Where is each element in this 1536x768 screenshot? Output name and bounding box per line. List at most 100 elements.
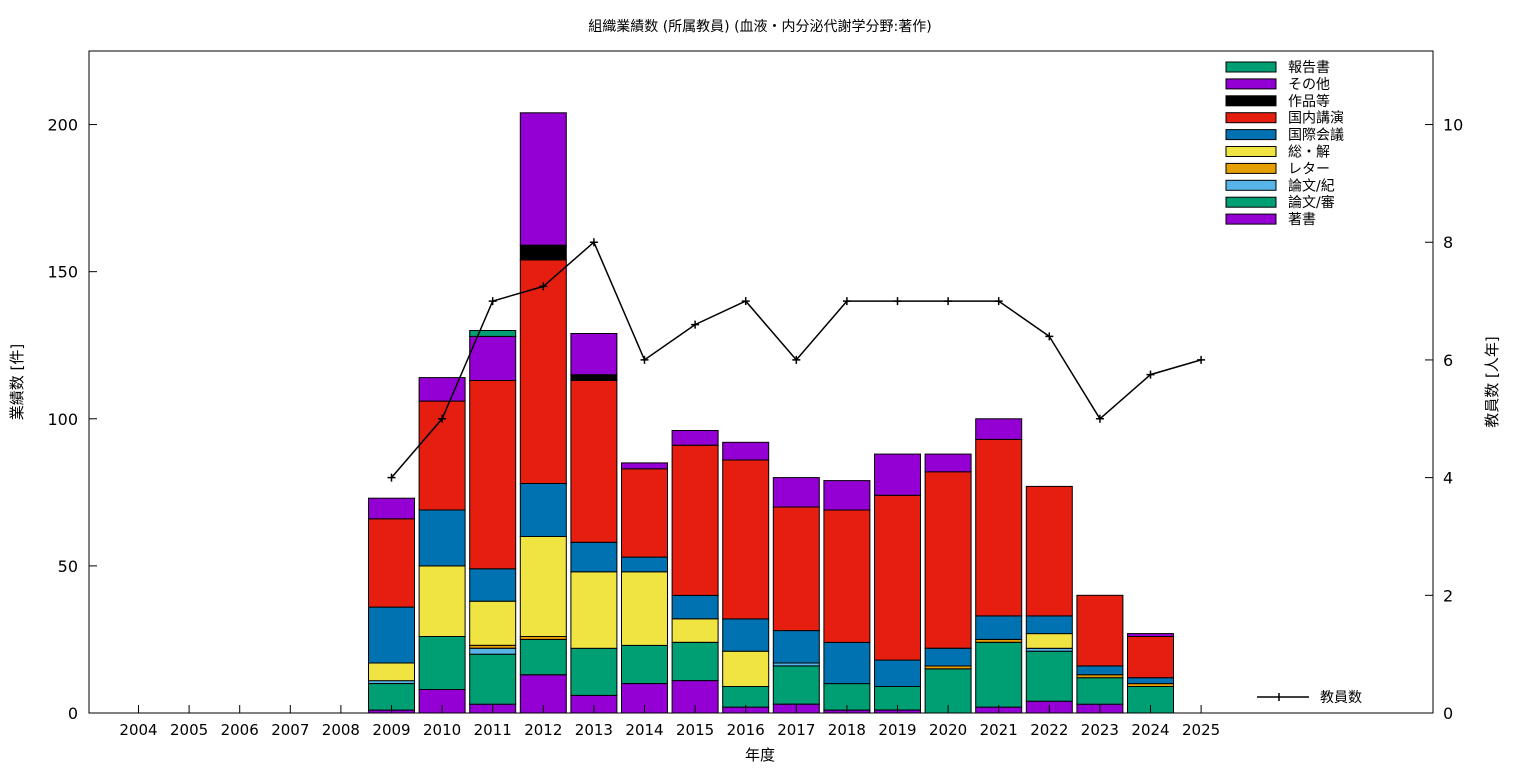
y2-tick-label-2: 4 (1443, 469, 1453, 488)
line-point-2022 (1045, 332, 1054, 341)
bar-2012-series-6 (519, 259, 567, 484)
chart-title: 組織業績数 (所属教員) (血液・内分泌代謝学分野:著作) (588, 19, 931, 35)
bar-2022-series-6 (1025, 485, 1073, 617)
y-tick-label-4: 200 (47, 116, 78, 135)
legend-label-0: 報告書 (1288, 60, 1330, 76)
bar-2015-series-8 (671, 430, 719, 446)
bar-2013-series-8 (570, 333, 618, 376)
y2-tick-label-4: 8 (1443, 233, 1453, 252)
x-tick-label-2008: 2008 (322, 721, 360, 739)
bar-2012-series-5 (519, 483, 567, 537)
bar-2009-series-4 (368, 662, 415, 682)
bar-2015-series-6 (671, 444, 719, 596)
x-tick-label-2018: 2018 (828, 721, 866, 739)
bar-2020-series-6 (924, 471, 972, 649)
legend-swatch-5 (1225, 146, 1277, 157)
bar-2013-series-7 (570, 374, 618, 382)
line-point-2012 (539, 282, 548, 291)
bar-2015-series-1 (671, 641, 719, 682)
bar-2011-series-1 (469, 653, 517, 705)
line-point-2014 (640, 355, 649, 364)
legend-swatch-8 (1225, 196, 1277, 208)
bar-2013-series-6 (570, 380, 618, 543)
line-point-2015 (691, 320, 700, 329)
legend-label-9: 著書 (1288, 212, 1316, 228)
bar-2022-series-1 (1025, 650, 1073, 702)
bar-2024-series-5 (1127, 677, 1174, 685)
x-tick-label-2019: 2019 (878, 721, 916, 739)
x-tick-label-2006: 2006 (221, 721, 259, 739)
bar-2011-series-4 (469, 600, 517, 646)
bar-2014-series-8 (621, 462, 668, 470)
line-point-2016 (741, 297, 750, 306)
line-point-2011 (488, 297, 497, 306)
x-tick-label-2014: 2014 (625, 721, 663, 739)
x-tick-label-2016: 2016 (727, 721, 765, 739)
bar-2013-series-5 (570, 541, 618, 573)
bar-2016-series-5 (722, 618, 770, 652)
bar-2013-series-1 (570, 647, 618, 696)
line-point-2023 (1095, 414, 1104, 423)
legend-label-7: 論文/紀 (1288, 178, 1335, 194)
bar-2023-series-1 (1076, 677, 1124, 705)
y-tick-label-1: 50 (58, 557, 78, 576)
y-tick-label-0: 0 (68, 704, 78, 723)
x-tick-label-2005: 2005 (170, 721, 208, 739)
line-point-2025 (1197, 355, 1206, 364)
legend-swatch-4 (1225, 129, 1277, 141)
legend-label-line: 教員数 (1320, 690, 1362, 706)
bar-2018-series-8 (823, 480, 871, 511)
bar-2022-series-4 (1025, 633, 1073, 649)
bar-2012-series-7 (519, 244, 567, 261)
bar-2016-series-4 (722, 650, 770, 688)
bar-2019-series-8 (874, 453, 921, 496)
bar-2012-series-1 (519, 638, 567, 676)
bar-2014-series-5 (621, 556, 668, 573)
bar-2011-series-5 (469, 568, 517, 602)
bar-2014-series-1 (621, 644, 668, 684)
line-point-2010 (438, 414, 447, 423)
x-tick-label-2015: 2015 (676, 721, 714, 739)
bar-2010-series-4 (418, 565, 466, 638)
x-tick-label-2017: 2017 (777, 721, 815, 739)
bar-2021-series-1 (975, 641, 1023, 708)
line-point-2024 (1146, 370, 1155, 379)
line-point-2013 (589, 238, 598, 247)
legend-label-1: その他 (1288, 77, 1330, 93)
x-tick-label-2021: 2021 (980, 721, 1018, 739)
y2-tick-label-1: 2 (1443, 586, 1453, 605)
bar-2012-series-8 (519, 112, 567, 246)
bar-2009-series-6 (368, 518, 415, 608)
x-tick-label-2012: 2012 (524, 721, 562, 739)
line-series (387, 238, 1206, 482)
line-point-2018 (842, 297, 851, 306)
legend-swatch-2 (1225, 95, 1277, 107)
bar-2023-series-6 (1076, 594, 1124, 667)
bar-2020-series-5 (924, 647, 972, 667)
bar-2014-series-6 (621, 468, 668, 558)
bar-2011-series-9 (469, 330, 517, 337)
x-tick-label-2011: 2011 (474, 721, 512, 739)
bar-2010-series-1 (418, 636, 466, 690)
y2-axis-label: 教員数 [人年] (1483, 336, 1501, 427)
legend-label-4: 国際会議 (1288, 127, 1344, 144)
y-tick-label-2: 100 (47, 410, 78, 429)
bar-2018-series-5 (823, 641, 871, 685)
x-tick-label-2007: 2007 (271, 721, 309, 739)
bar-2021-series-8 (975, 418, 1023, 440)
legend-swatch-6 (1225, 162, 1277, 174)
bar-2024-series-8 (1127, 633, 1174, 637)
line-point-2021 (994, 297, 1003, 306)
bar-2016-series-1 (722, 686, 770, 708)
line-point-2009 (387, 473, 396, 482)
bar-2021-series-5 (975, 615, 1023, 640)
axes: 0 50 100 150 200 0 2 4 6 8 10 2004 2005 2006 2007 2008 2… (47, 116, 1463, 739)
x-tick-label-2025: 2025 (1182, 721, 1220, 739)
bar-2023-series-3 (1076, 674, 1124, 679)
x-tick-label-2022: 2022 (1030, 721, 1068, 739)
bar-2016-series-8 (722, 441, 770, 461)
line-point-2019 (893, 297, 902, 306)
bar-2022-series-5 (1025, 615, 1073, 635)
